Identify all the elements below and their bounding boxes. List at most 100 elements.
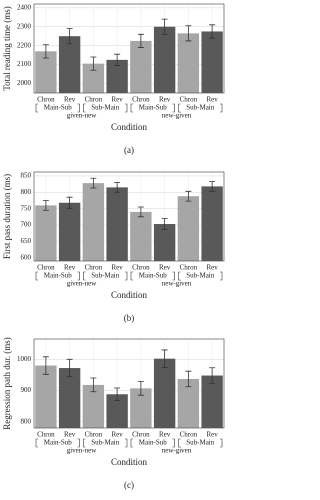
bracket: [35, 271, 80, 281]
x-tick-label: Rev: [206, 264, 218, 272]
error-bar: [114, 182, 121, 193]
error-bar: [42, 44, 49, 59]
x-tick-label: Rev: [206, 431, 218, 439]
plot-border: [33, 338, 225, 429]
bar: [106, 59, 128, 93]
x-tick-label: Chron: [85, 264, 103, 272]
bar: [201, 31, 223, 93]
bar: [58, 202, 81, 261]
bracket: [130, 271, 175, 281]
bar: [130, 40, 152, 93]
bar: [82, 183, 105, 261]
subgroup-label: Main-Sub: [44, 439, 73, 447]
x-tick-label: Chron: [180, 96, 198, 104]
bracket: [83, 438, 128, 448]
y-tick-label: 2400: [17, 3, 32, 11]
caption: (b): [124, 313, 135, 323]
error-bar: [114, 387, 121, 401]
y-tick-label: 2200: [17, 41, 32, 49]
error-bar: [137, 206, 144, 218]
bar: [153, 224, 176, 261]
x-tick-label: Chron: [132, 264, 150, 272]
subgroup-label: Sub-Main: [186, 439, 215, 447]
error-bar: [209, 367, 216, 384]
bar: [153, 358, 176, 428]
bar: [130, 388, 152, 428]
bracket: [83, 271, 128, 281]
y-axis-title: Total reading time (ms): [2, 6, 12, 91]
subgroup-label: Sub-Main: [91, 272, 120, 280]
bracket: [178, 271, 223, 281]
error-bar: [209, 24, 216, 39]
error-bar: [66, 196, 73, 209]
bracket: [130, 103, 175, 113]
error-bar: [161, 18, 168, 35]
y-tick-label: 800: [21, 417, 32, 425]
error-bar: [161, 349, 168, 368]
subgroup-label: Sub-Main: [186, 272, 215, 280]
error-bar: [137, 381, 144, 396]
chart: 2000 2100 2200 2300 2400 Chron Rev Chron Rev Chro…: [2, 3, 225, 490]
x-tick-label: Rev: [64, 96, 76, 104]
error-bar: [90, 377, 97, 393]
group-label: given-new: [67, 447, 97, 455]
bracket: [130, 438, 175, 448]
caption: (c): [124, 480, 134, 490]
bracket: [83, 103, 128, 113]
group-label: new-given: [162, 112, 192, 120]
bar: [106, 394, 128, 428]
group-label: new-given: [162, 280, 192, 288]
subgroup-label: Main-Sub: [139, 439, 168, 447]
x-tick-label: Rev: [111, 264, 123, 272]
error-bar: [185, 25, 192, 42]
y-tick-label: 2100: [17, 60, 32, 68]
bar: [177, 378, 200, 428]
x-tick-label: Chron: [37, 264, 55, 272]
bracket: [35, 103, 80, 113]
y-tick-label: 600: [21, 253, 32, 261]
bar: [35, 51, 57, 93]
x-axis-title: Condition: [111, 290, 148, 300]
error-bar: [137, 33, 144, 48]
y-tick-label: 2300: [17, 22, 32, 30]
x-axis-title: Condition: [111, 122, 148, 132]
x-tick-label: Chron: [132, 431, 150, 439]
x-tick-label: Chron: [180, 431, 198, 439]
x-tick-label: Rev: [64, 431, 76, 439]
subgroup-label: Main-Sub: [44, 272, 73, 280]
subgroup-label: Sub-Main: [186, 104, 215, 112]
subgroup-label: Main-Sub: [44, 104, 73, 112]
y-tick-label: 750: [21, 204, 32, 212]
bar: [177, 196, 200, 261]
plot-border: [33, 3, 225, 94]
bar: [35, 365, 57, 428]
x-tick-label: Chron: [85, 431, 103, 439]
subgroup-label: Main-Sub: [139, 104, 168, 112]
bracket: [35, 438, 80, 448]
y-tick-label: 850: [21, 172, 32, 180]
error-bar: [114, 53, 121, 66]
x-tick-label: Chron: [180, 264, 198, 272]
caption: (a): [124, 145, 134, 155]
y-tick-label: 650: [21, 237, 32, 245]
bracket: [178, 103, 223, 113]
subgroup-label: Main-Sub: [139, 272, 168, 280]
error-bar: [42, 200, 49, 211]
bar: [201, 186, 223, 261]
x-axis-title: Condition: [111, 457, 148, 467]
x-tick-label: Rev: [111, 96, 123, 104]
x-tick-label: Chron: [37, 96, 55, 104]
y-tick-label: 900: [21, 386, 32, 394]
group-label: new-given: [162, 447, 192, 455]
bar: [201, 375, 223, 428]
bar: [153, 26, 176, 93]
group-label: given-new: [67, 112, 97, 120]
bar: [82, 384, 105, 428]
y-tick-label: 700: [21, 221, 32, 229]
error-bar: [90, 56, 97, 71]
bar: [35, 205, 57, 261]
error-bar: [185, 190, 192, 202]
x-tick-label: Rev: [159, 264, 171, 272]
plot-border: [33, 171, 225, 262]
